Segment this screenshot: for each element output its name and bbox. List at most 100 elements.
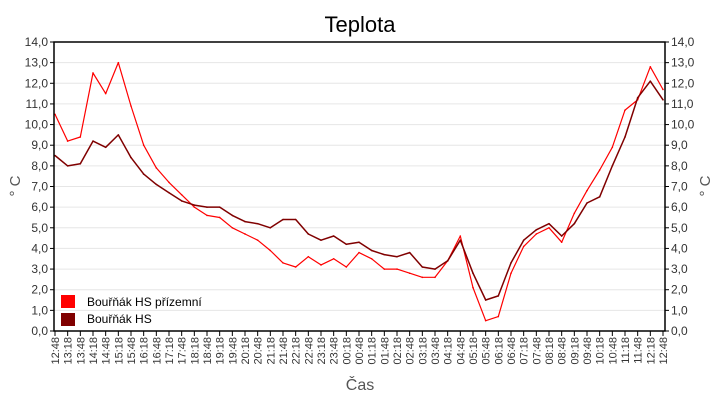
data-point-series-1 — [66, 165, 69, 167]
data-point-series-1 — [396, 255, 398, 258]
data-point-series-0 — [434, 276, 436, 279]
data-point-series-1 — [244, 220, 246, 223]
x-tick-label: 23:18 — [316, 337, 328, 365]
x-tick-label: 12:48 — [658, 337, 670, 365]
data-point-series-1 — [573, 222, 576, 225]
data-point-series-1 — [548, 222, 550, 225]
data-point-series-1 — [180, 200, 183, 202]
y-tick-label-right: 2,0 — [671, 283, 688, 297]
data-point-series-0 — [548, 226, 550, 229]
y-tick-label-left: 4,0 — [31, 241, 48, 255]
data-point-series-1 — [320, 239, 322, 241]
x-tick-label: 12:48 — [50, 337, 62, 365]
legend-label-series-1: Bouřňák HS — [87, 312, 152, 326]
data-point-series-1 — [256, 222, 259, 225]
x-tick-label: 15:18 — [113, 337, 125, 365]
x-axis: 12:48 13:18 13:48 14:18 14:48 15:18 15:48 16:18… — [50, 331, 670, 365]
x-tick-label: 06:18 — [493, 337, 505, 365]
x-tick-label: 16:48 — [151, 337, 163, 365]
data-point-series-0 — [307, 255, 310, 258]
y-axis-label-right: ° C — [697, 175, 714, 196]
data-point-series-0 — [370, 257, 373, 260]
x-tick-label: 09:18 — [569, 337, 581, 365]
data-point-series-0 — [269, 249, 272, 252]
y-tick-label-left: 1,0 — [31, 303, 48, 317]
y-tick-label-left: 12,0 — [25, 76, 49, 90]
legend-label-series-0: Bouřňák HS přízemní — [87, 295, 202, 309]
data-point-series-1 — [459, 239, 462, 241]
x-tick-label: 11:48 — [633, 337, 645, 364]
x-tick-label: 18:18 — [189, 337, 201, 365]
x-tick-label: 20:48 — [253, 337, 265, 365]
y-tick-label-right: 14,0 — [671, 35, 695, 49]
data-point-series-0 — [535, 233, 538, 235]
x-tick-label: 00:18 — [341, 337, 353, 365]
y-tick-label-left: 10,0 — [25, 118, 49, 132]
data-point-series-1 — [155, 183, 158, 186]
data-point-series-1 — [434, 268, 436, 270]
data-point-series-0 — [522, 245, 525, 248]
x-tick-label: 05:48 — [481, 337, 493, 365]
data-point-series-1 — [522, 239, 525, 241]
data-point-series-0 — [649, 65, 652, 68]
x-tick-label: 04:18 — [443, 337, 455, 365]
x-tick-label: 21:48 — [278, 337, 290, 365]
data-point-series-0 — [282, 262, 284, 264]
data-point-series-0 — [332, 257, 335, 260]
x-tick-label: 14:18 — [88, 337, 100, 365]
y-axis-right: 0,0 1,0 2,0 3,0 4,0 5,0 6,0 7,0 8,0 9,0 10,0 11,0 12… — [665, 35, 695, 338]
data-point-series-1 — [218, 206, 221, 208]
x-tick-label: 01:18 — [367, 337, 379, 365]
y-tick-label-right: 13,0 — [671, 56, 695, 70]
data-point-series-1 — [130, 156, 132, 159]
data-point-series-0 — [130, 105, 132, 107]
data-point-series-1 — [560, 235, 563, 237]
data-point-series-1 — [586, 202, 588, 204]
data-point-series-1 — [497, 295, 500, 297]
x-tick-label: 02:18 — [392, 337, 404, 365]
data-point-series-0 — [104, 92, 107, 95]
grid-lines — [54, 62, 665, 311]
data-point-series-0 — [218, 216, 221, 219]
data-point-series-0 — [117, 61, 120, 64]
data-point-series-0 — [180, 193, 183, 196]
y-tick-label-left: 3,0 — [31, 262, 48, 276]
data-point-series-1 — [294, 218, 297, 221]
y-tick-label-right: 10,0 — [671, 118, 695, 132]
data-point-series-0 — [484, 319, 487, 322]
data-point-series-0 — [358, 251, 360, 254]
x-tick-label: 01:48 — [379, 337, 391, 365]
data-point-series-0 — [573, 212, 576, 215]
data-point-series-0 — [611, 146, 614, 149]
x-tick-label: 17:18 — [164, 337, 176, 365]
data-point-series-1 — [510, 262, 512, 264]
data-point-series-0 — [396, 268, 398, 270]
data-point-series-1 — [231, 214, 234, 217]
y-axis-label-left: ° C — [7, 175, 24, 196]
x-tick-label: 02:48 — [405, 337, 417, 365]
x-tick-label: 22:48 — [303, 337, 315, 365]
data-point-series-1 — [206, 206, 208, 208]
x-tick-label: 05:18 — [468, 337, 480, 365]
x-tick-label: 08:48 — [557, 337, 569, 365]
data-point-series-1 — [168, 191, 170, 194]
data-point-series-1 — [636, 96, 639, 99]
y-tick-label-right: 0,0 — [671, 324, 688, 338]
y-tick-label-left: 5,0 — [31, 221, 48, 235]
y-tick-label-left: 13,0 — [25, 56, 49, 70]
data-point-series-1 — [662, 99, 664, 101]
data-point-series-1 — [104, 146, 107, 149]
data-point-series-1 — [472, 272, 474, 275]
y-tick-label-right: 6,0 — [671, 200, 688, 214]
x-tick-label: 10:48 — [607, 337, 619, 365]
data-point-series-0 — [662, 88, 664, 91]
data-point-series-1 — [269, 226, 272, 229]
data-point-series-1 — [193, 204, 196, 206]
x-tick-label: 12:18 — [645, 337, 657, 365]
x-tick-label: 08:18 — [544, 337, 556, 365]
data-point-series-1 — [383, 253, 386, 256]
data-point-series-0 — [560, 241, 563, 244]
y-tick-label-left: 2,0 — [31, 283, 48, 297]
y-tick-label-right: 3,0 — [671, 262, 688, 276]
